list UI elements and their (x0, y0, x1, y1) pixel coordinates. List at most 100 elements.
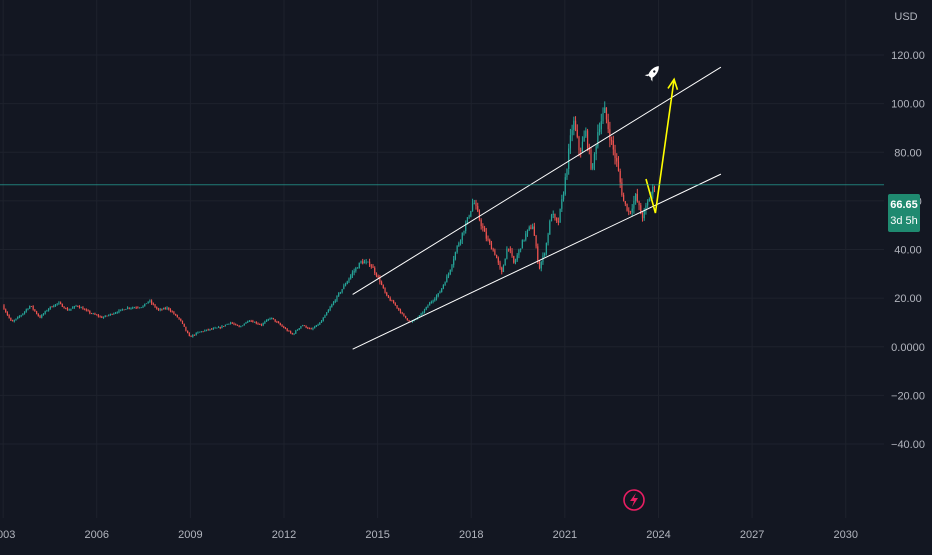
candle-body (211, 328, 213, 330)
candle-body (653, 187, 656, 188)
candle-body (379, 277, 381, 283)
candle-body (126, 307, 129, 310)
candle-body (557, 220, 559, 223)
x-tick-label: 2006 (85, 529, 109, 541)
candle-body (199, 331, 201, 333)
candle-body (233, 323, 235, 325)
candle-body (92, 313, 94, 315)
candle-body (13, 320, 15, 322)
candle-body (116, 312, 118, 314)
candle-body (368, 261, 371, 266)
time-axis[interactable]: 2003 2006 2009 2012 2015 2018 2021 2024 2027 2030 (0, 529, 858, 541)
candle-body (164, 308, 166, 309)
candle-body (308, 328, 311, 330)
candle-body (207, 329, 209, 331)
candle-body (166, 307, 168, 309)
candle-body (468, 216, 470, 218)
candle-body (348, 278, 350, 282)
candle-body (439, 291, 441, 294)
candle-body (193, 334, 196, 336)
x-tick-label: 2018 (459, 529, 483, 541)
candle-body (418, 315, 420, 318)
candle-body (592, 163, 594, 169)
candle-body (399, 309, 402, 313)
candle-body (631, 208, 633, 213)
candle-body (441, 288, 443, 292)
candle-body (260, 324, 263, 326)
candle-body (444, 282, 446, 285)
candle-body (554, 213, 556, 218)
candle-body (54, 304, 57, 307)
candle-body (56, 303, 58, 305)
price-axis[interactable]: USD 120.00100.0080.0060.0040.0020.000.00… (891, 11, 925, 451)
trendline-drawings[interactable] (352, 66, 722, 350)
candle-body (264, 321, 266, 324)
candle-body (520, 248, 522, 250)
candle-body (247, 321, 249, 323)
candle-body (580, 150, 582, 152)
candle-body (68, 309, 70, 311)
candle-body (329, 307, 331, 310)
candle-body (102, 317, 105, 318)
candle-body (356, 267, 359, 269)
candle-body (133, 307, 136, 309)
candle-body (350, 275, 352, 279)
candle-body (586, 130, 589, 148)
candle-body (614, 149, 616, 159)
x-tick-label: 2015 (365, 529, 389, 541)
candle-body (434, 298, 436, 301)
candle-body (458, 243, 460, 247)
y-tick-label: −20.00 (891, 390, 925, 402)
x-tick-label: 2024 (646, 529, 670, 541)
candle-body (456, 246, 458, 253)
candle-body (322, 317, 324, 321)
candle-body (284, 327, 287, 329)
candle-body (470, 210, 472, 217)
candle-body (327, 309, 329, 313)
candle-body (96, 314, 98, 316)
candle-body (10, 317, 12, 321)
candle-body (482, 226, 484, 229)
candle-body (372, 266, 374, 268)
candle-body (610, 140, 613, 142)
y-tick-label: 120.00 (891, 50, 925, 62)
candle-body (616, 158, 618, 162)
candle-body (334, 300, 336, 302)
candle-body (27, 308, 29, 310)
candle-body (278, 321, 280, 324)
candle-body (279, 323, 281, 326)
candle-body (252, 321, 254, 323)
candle-body (556, 217, 558, 221)
candle-body (283, 326, 285, 328)
candle-body (483, 228, 486, 232)
candle-body (331, 304, 333, 308)
candle-body (219, 327, 221, 329)
lightning-icon[interactable] (623, 489, 645, 511)
candle-body (547, 234, 549, 243)
candle-body (430, 301, 432, 303)
candle-body (451, 264, 453, 270)
price-badge-background (888, 194, 920, 232)
candle-body (111, 313, 113, 315)
candle-body (235, 324, 237, 326)
candle-body (526, 229, 529, 234)
projection-arrow-head (667, 77, 679, 91)
candle-body (362, 261, 364, 264)
candle-body (187, 330, 189, 334)
y-tick-label: 0.0000 (891, 342, 925, 354)
y-tick-label: 20.00 (894, 293, 922, 305)
candle-body (454, 252, 457, 260)
candle-body (377, 276, 379, 278)
candle-body (386, 292, 388, 296)
candle-body (533, 226, 535, 236)
candle-body (173, 312, 175, 315)
candle-body (272, 317, 275, 320)
candle-body (387, 295, 390, 298)
candle-body (171, 311, 173, 313)
candle-body (262, 323, 264, 326)
candle-body (123, 309, 125, 311)
candle-body (274, 319, 276, 322)
candle-body (628, 210, 630, 212)
